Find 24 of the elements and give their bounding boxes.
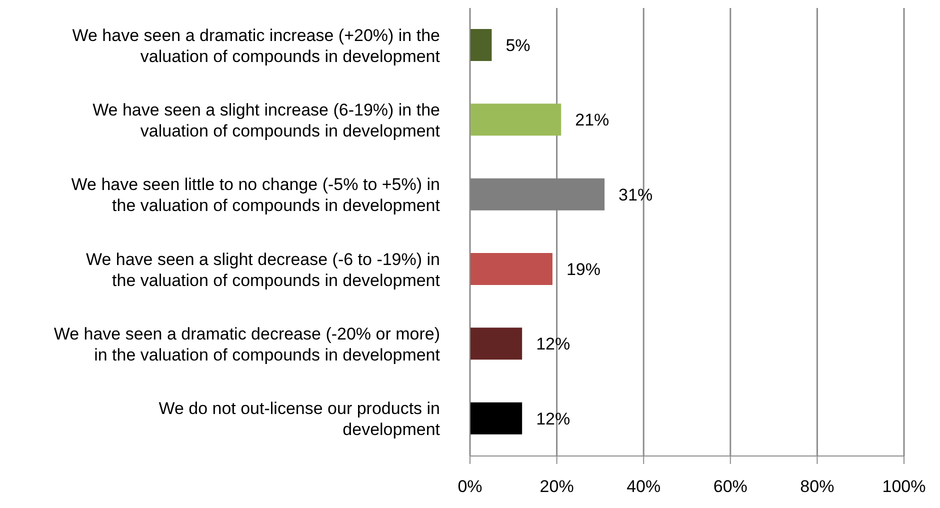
y-tick-label: We do not out-license our products in development (158, 398, 440, 439)
x-tick-label: 60% (713, 477, 748, 496)
data-label: 21% (575, 110, 610, 130)
bar (470, 402, 522, 434)
data-label: 12% (536, 334, 570, 354)
y-tick-label: We have seen a slight increase (6-19%) in the valuation of compounds in development (92, 100, 440, 140)
bar (470, 29, 492, 61)
y-tick-label: We have seen little to no change (-5% to +5%) in the valuation of compounds in development (71, 174, 440, 215)
bar (470, 328, 522, 360)
x-tick-label: 20% (540, 477, 574, 496)
bar (470, 253, 552, 285)
x-tick-label: 80% (800, 477, 834, 496)
bar (470, 178, 605, 210)
x-tick-label: 40% (626, 477, 661, 496)
y-tick-label: We have seen a dramatic increase (+20%) in the valuation of compounds in development (72, 25, 440, 66)
data-label: 5% (506, 36, 530, 56)
bar (470, 104, 562, 136)
data-label: 31% (618, 185, 653, 204)
data-label: 19% (566, 260, 600, 280)
x-tick-label: 100% (882, 477, 926, 496)
x-tick-label: 0% (458, 477, 482, 496)
y-tick-label: We have seen a dramatic decrease (-20% or more) in the valuation of compounds in development (54, 324, 440, 364)
y-tick-label: We have seen a slight decrease (-6 to -19%) in the valuation of compounds in development (86, 249, 440, 290)
data-label: 12% (536, 409, 570, 428)
